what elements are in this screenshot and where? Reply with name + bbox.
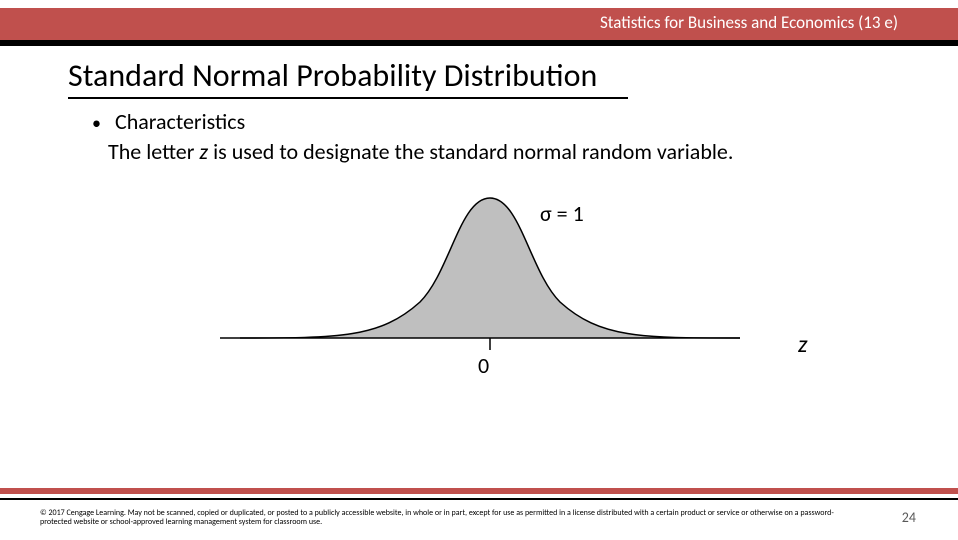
footer-bar (0, 488, 958, 494)
sigma-label: σ = 1 (540, 200, 584, 227)
body-var: z (199, 138, 208, 165)
bullet-dot: • (92, 112, 101, 134)
page-title: Standard Normal Probability Distribution (68, 56, 597, 95)
header-text: Statistics for Business and Economics (1… (600, 12, 898, 33)
center-label: 0 (478, 352, 489, 379)
axis-var-label: z (798, 330, 807, 359)
curve-fill (240, 198, 740, 338)
header-underline (0, 40, 958, 46)
bullet-label: Characteristics (115, 108, 245, 135)
body-prefix: The letter (108, 138, 199, 165)
body-suffix: is used to designate the standard normal… (208, 138, 733, 165)
copyright-text: © 2017 Cengage Learning. May not be scan… (40, 509, 840, 528)
body-text: The letter z is used to designate the st… (108, 138, 733, 165)
chart-svg (220, 182, 740, 362)
title-underline (68, 97, 628, 99)
bullet-row: • Characteristics (92, 108, 245, 135)
page-number: 24 (902, 509, 916, 526)
footer-underline (0, 498, 958, 500)
slide: Statistics for Business and Economics (1… (0, 0, 958, 540)
